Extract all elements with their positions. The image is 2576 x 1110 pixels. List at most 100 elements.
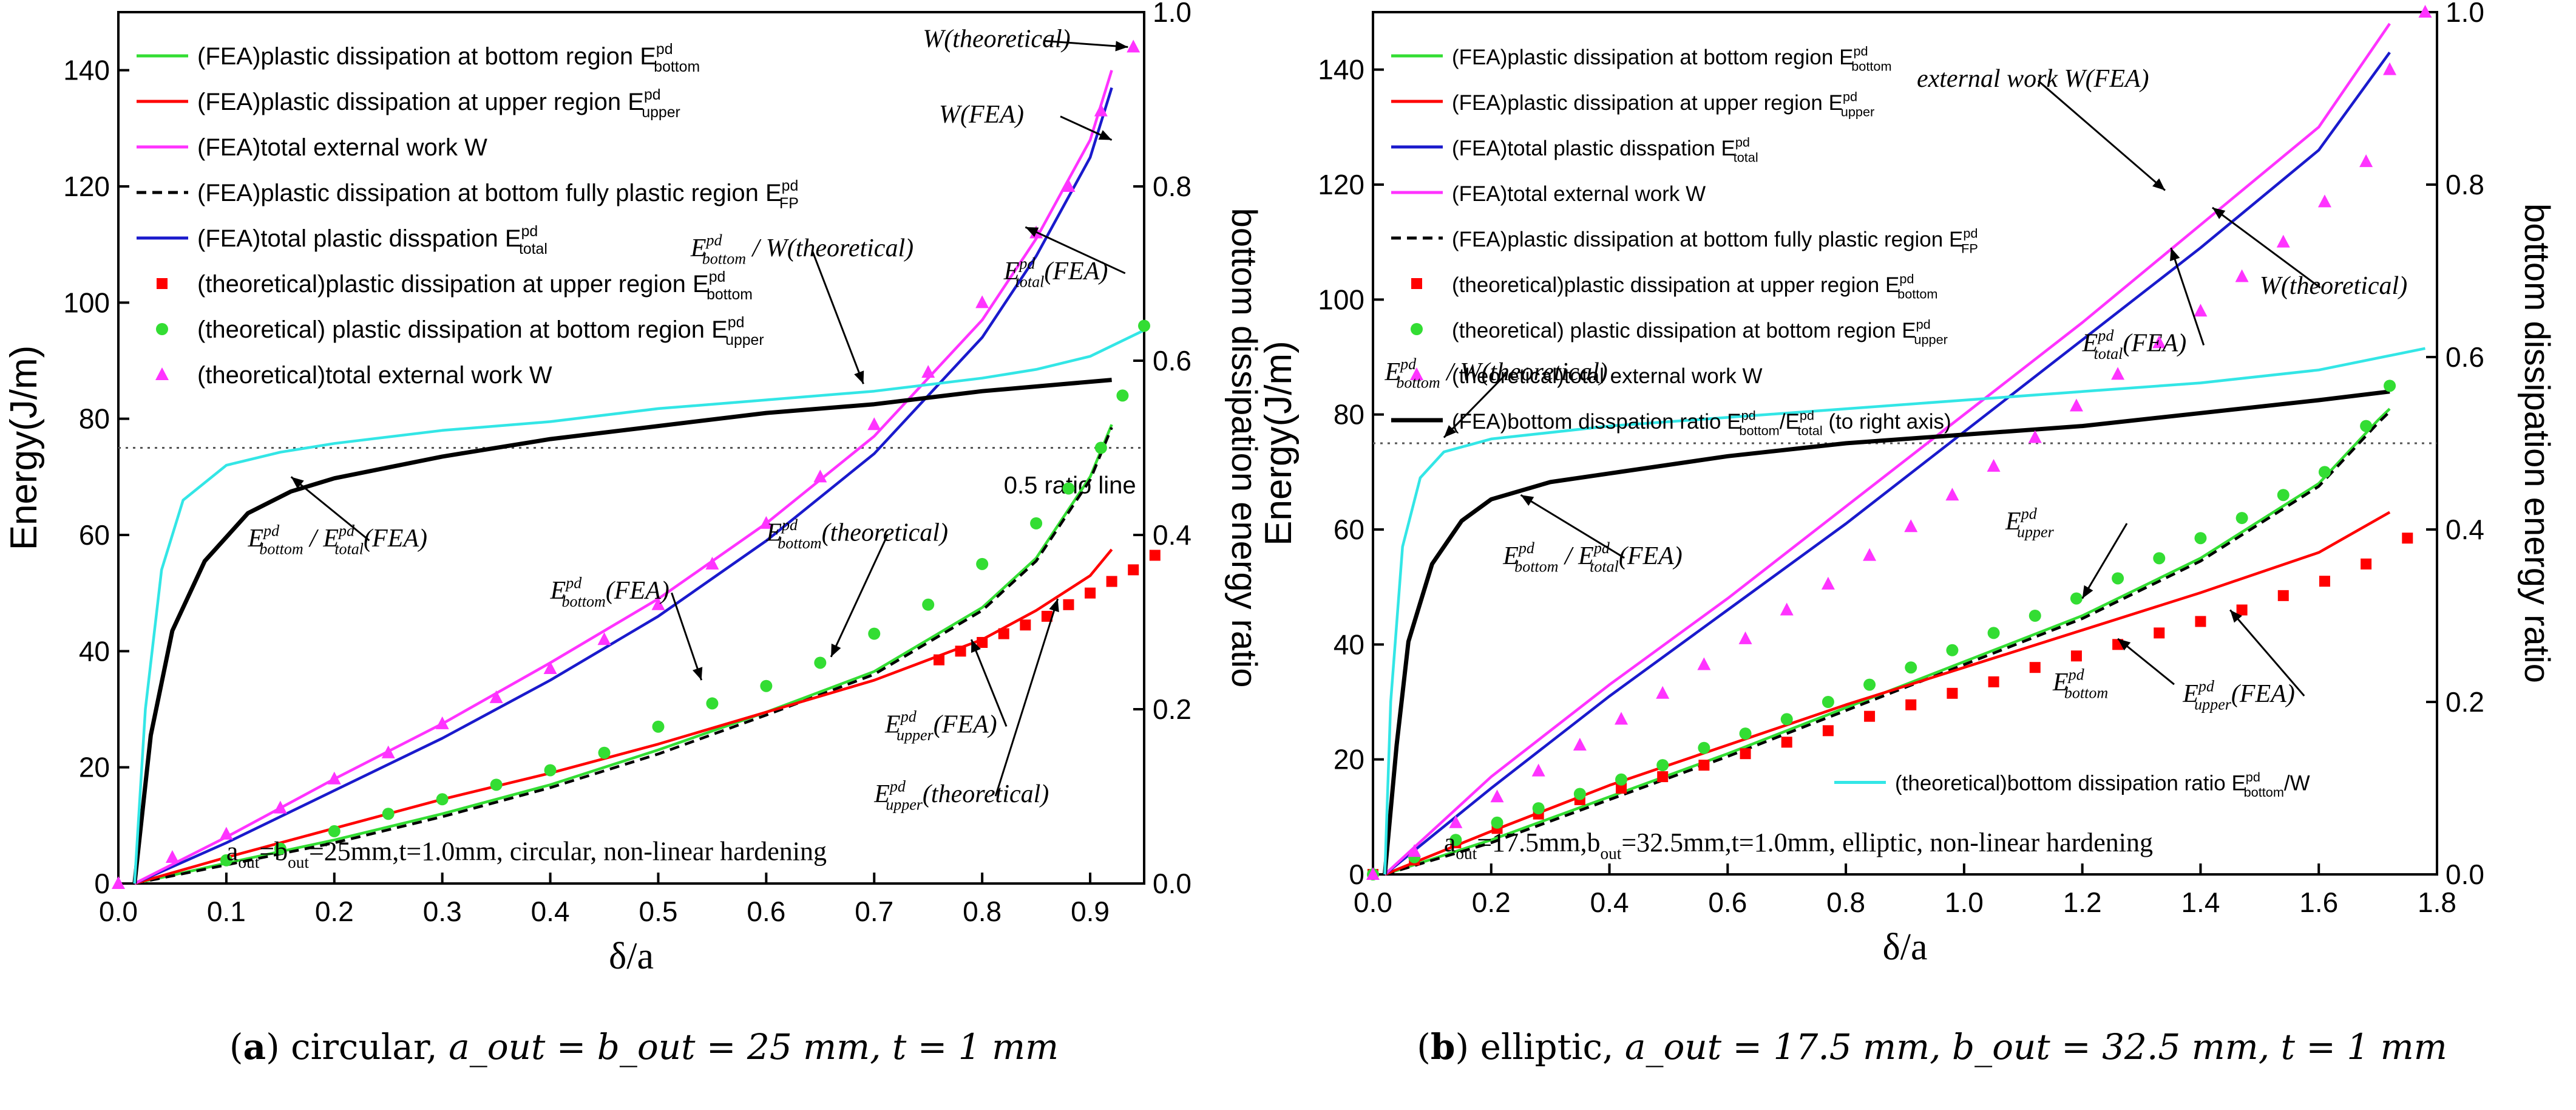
annotation-arrow <box>671 592 703 681</box>
point-theo_upper <box>1864 710 1876 722</box>
point-theo_bottom <box>1062 482 1075 495</box>
point-theo_bottom <box>2360 420 2373 432</box>
legend-entry: (theoretical) plastic dissipation at bot… <box>197 315 764 349</box>
point-theo_w <box>273 800 287 814</box>
annotation-arrowhead <box>831 643 841 657</box>
point-theo_bottom <box>2277 489 2290 502</box>
legend-entry: (theoretical)plastic dissipation at uppe… <box>197 269 753 303</box>
x-tick-label: 0.7 <box>855 896 893 927</box>
point-theo_w <box>1408 844 1422 857</box>
point-theo_bottom <box>1116 389 1129 402</box>
annotation-arrow <box>2037 80 2166 191</box>
point-theo_upper <box>2029 662 2041 673</box>
point-theo_bottom <box>1094 441 1107 454</box>
annotation-arrow <box>2170 247 2205 346</box>
point-theo_bottom <box>2318 466 2331 478</box>
y-axis-label: Energy(J/m) <box>1258 341 1300 546</box>
point-theo_upper <box>934 654 944 666</box>
x-tick-label: 0.3 <box>423 896 462 927</box>
series-fea_ratio <box>1383 389 2390 875</box>
annotation-arrow <box>811 250 864 384</box>
point-theo_upper <box>2277 590 2289 601</box>
point-theo_bottom <box>1780 713 1793 726</box>
point-theo_w <box>1863 548 1877 561</box>
x-axis-label: δ/a <box>609 936 654 977</box>
point-theo_w <box>1490 789 1504 803</box>
x-tick-label: 1.0 <box>1945 887 1984 918</box>
caption-a: (a) circular, a_out = b_out = 25 mm, t =… <box>229 1026 1059 1067</box>
point-theo_upper <box>1740 748 1751 760</box>
point-theo_bottom <box>2235 512 2248 525</box>
legend-swatch <box>156 323 168 335</box>
point-theo_bottom <box>1863 678 1876 691</box>
series-theo_w <box>1366 5 2432 880</box>
point-theo_w <box>813 469 827 483</box>
caption-b-label: b <box>1430 1026 1456 1067</box>
point-theo_bottom <box>1532 802 1545 815</box>
point-theo_upper <box>1781 737 1792 748</box>
point-theo_bottom <box>1987 627 2000 639</box>
point-theo_upper <box>1063 599 1074 610</box>
point-theo_w <box>1531 763 1545 777</box>
legend-entry: (FEA)plastic dissipation at upper region… <box>1452 89 1874 119</box>
x-tick-label: 1.2 <box>2063 887 2102 918</box>
point-theo_w <box>435 716 449 729</box>
point-theo_bottom <box>922 598 935 611</box>
x-tick-label: 0.4 <box>531 896 570 927</box>
point-theo_w <box>543 661 557 675</box>
y-tick-label: 80 <box>79 403 110 435</box>
point-theo_bottom <box>328 825 341 837</box>
annotation-arrowhead <box>1025 226 1039 237</box>
legend-swatch <box>1411 323 1423 335</box>
point-theo_w <box>165 850 179 863</box>
legend-entry: (FEA)total external work W <box>1452 182 1706 206</box>
point-theo_bottom <box>2070 592 2083 605</box>
point-theo_upper <box>2361 558 2372 570</box>
x-tick-label: 1.6 <box>2299 887 2338 918</box>
y2-tick-label: 1.0 <box>2446 0 2484 28</box>
point-theo_w <box>1987 458 2001 472</box>
point-theo_w <box>759 516 773 529</box>
annotation-arrowhead <box>2152 178 2166 191</box>
point-theo_bottom <box>382 808 395 820</box>
point-theo_bottom <box>2029 610 2041 622</box>
legend-entry: (FEA)plastic dissipation at bottom fully… <box>1452 225 1978 256</box>
point-theo_bottom <box>2194 532 2207 545</box>
caption-b-math: a_out = 17.5 mm, b_out = 32.5 mm, t = 1 … <box>1624 1026 2447 1067</box>
point-theo_upper <box>1616 783 1627 794</box>
x-axis-label: δ/a <box>1883 927 1928 968</box>
series-fea_upper <box>134 548 1113 885</box>
legend-entry: (theoretical)total external work W <box>197 362 552 389</box>
point-theo_bottom <box>2384 380 2396 392</box>
point-theo_w <box>1945 488 1959 501</box>
x-tick-label: 0.2 <box>1472 887 1511 918</box>
series-fea_ratio <box>132 378 1112 884</box>
series-theo_bottom <box>220 319 1150 867</box>
point-theo_bottom <box>274 842 286 855</box>
series-theo_upper <box>934 550 1161 666</box>
y2-tick-label: 0.4 <box>1153 519 1191 551</box>
y-tick-label: 20 <box>1334 744 1364 775</box>
y-tick-label: 100 <box>1318 284 1364 315</box>
point-theo_bottom <box>1946 644 1959 656</box>
y-tick-label: 0 <box>1349 859 1364 890</box>
x-tick-label: 0.6 <box>1708 887 1747 918</box>
point-theo_w <box>975 295 989 308</box>
annotation-arrowhead <box>971 639 981 653</box>
legend-entry: (FEA)plastic dissipation at bottom regio… <box>197 41 700 75</box>
annotation-arrow <box>1044 39 1128 48</box>
point-theo_w <box>1366 867 1380 880</box>
point-theo_bottom <box>814 656 827 669</box>
series-theo_ratio <box>1383 347 2425 875</box>
point-theo_w <box>1615 712 1629 725</box>
point-theo_bottom <box>1698 741 1710 754</box>
point-theo_upper <box>2070 650 2082 662</box>
